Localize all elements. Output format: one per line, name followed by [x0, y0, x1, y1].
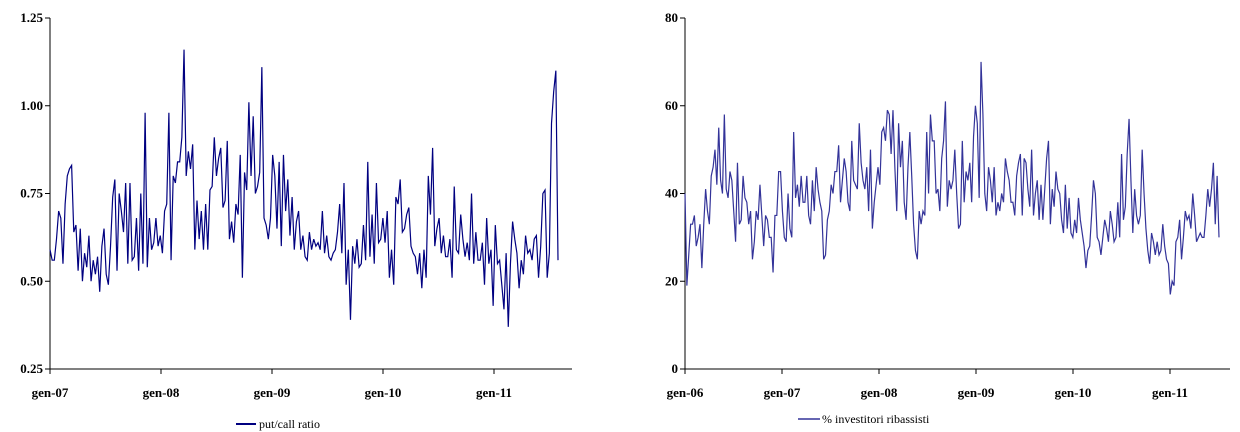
- x-tick-label: gen-09: [254, 385, 291, 400]
- y-tick-label: 0.50: [20, 273, 43, 288]
- x-tick-label: gen-10: [365, 385, 402, 400]
- y-tick-label: 0.25: [20, 361, 43, 376]
- y-tick-label: 80: [665, 10, 678, 25]
- x-ticks-right: gen-06 gen-07 gen-08 gen-09 gen-10 gen-11: [667, 369, 1188, 400]
- y-tick-label: 1.25: [20, 10, 43, 25]
- y-ticks-right: 0 20 40 60 80: [665, 10, 685, 376]
- x-tick-label: gen-07: [764, 385, 801, 400]
- legend-right: % investitori ribassisti: [798, 412, 930, 426]
- x-tick-label: gen-09: [958, 385, 995, 400]
- legend-label-ribassisti: % investitori ribassisti: [822, 412, 930, 426]
- y-tick-label: 0: [672, 361, 679, 376]
- series-line-put-call-ratio: [49, 49, 559, 327]
- x-tick-label: gen-06: [667, 385, 704, 400]
- legend-left: put/call ratio: [236, 417, 320, 431]
- x-tick-label: gen-11: [1152, 385, 1188, 400]
- y-tick-label: 1.00: [20, 98, 43, 113]
- chart-left: 0.250.500.751.001.25 gen-07 gen-08 gen-09 g…: [20, 10, 572, 431]
- y-tick-label: 20: [665, 273, 678, 288]
- y-tick-label: 40: [665, 186, 678, 201]
- y-tick-label: 60: [665, 98, 678, 113]
- series-line-investitori-ribassisti: [684, 61, 1220, 295]
- legend-label-put-call: put/call ratio: [259, 417, 320, 431]
- y-tick-label: 0.75: [20, 186, 43, 201]
- x-tick-label: gen-08: [861, 385, 898, 400]
- chart-right: 0 20 40 60 80 gen-06 gen-07 gen-08 gen-09 gen-10…: [665, 10, 1230, 426]
- x-tick-label: gen-11: [476, 385, 512, 400]
- y-ticks-left: 0.25 0.50 0.75 1.00 1.25: [20, 10, 50, 376]
- x-tick-label: gen-10: [1055, 385, 1092, 400]
- x-ticks-left: gen-07 gen-08 gen-09 gen-10 gen-11: [32, 369, 512, 400]
- x-tick-label: gen-08: [143, 385, 180, 400]
- x-tick-label: gen-07: [32, 385, 69, 400]
